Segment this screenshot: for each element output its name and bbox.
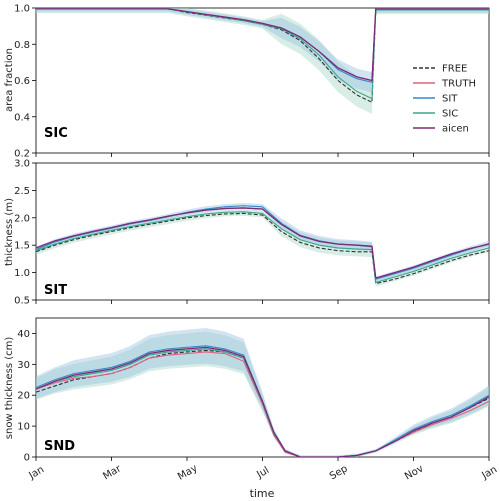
series-line-aicen-snd: [35, 346, 490, 458]
legend-label-sit: SIT: [442, 94, 458, 105]
y-tick-label: 30: [17, 360, 30, 371]
y-tick-label: 10: [17, 422, 30, 433]
y-tick-label: 1.0: [14, 268, 30, 279]
legend-label-truth: TRUTH: [441, 79, 476, 90]
series-line-free-sit: [35, 212, 490, 285]
legend-label-free: FREE: [442, 64, 467, 75]
y-tick-label: 40: [17, 329, 30, 340]
y-tick-label: 1.0: [14, 4, 30, 15]
y-axis-label-sic: area fraction: [4, 48, 15, 112]
x-tick-label: Jan: [26, 464, 46, 482]
y-axis-label-sit: thickness (m): [4, 198, 15, 266]
x-axis-label: time: [250, 487, 275, 500]
y-tick-label: 0: [24, 453, 30, 464]
panel-sic-frame: [35, 7, 490, 154]
band-sic-sit: [36, 207, 489, 287]
y-axis-label-sit-text: thickness (m): [4, 198, 15, 266]
panel-sit: 0.5 1.0 1.5 2.0 2.5 3.0 SIT thickness (m): [4, 159, 490, 307]
band-sit-sic: [36, 8, 489, 93]
y-tick-label: 2.0: [14, 213, 30, 224]
y-axis-label-snd: snow thickness (cm): [4, 337, 15, 440]
legend-label-sic: SIC: [442, 109, 458, 120]
x-tick-label: Sep: [328, 463, 350, 482]
x-tick-label: Jul: [254, 465, 271, 481]
x-tick-label: Nov: [403, 463, 425, 482]
y-tick-label: 20: [17, 391, 30, 402]
y-tick-label: 3.0: [14, 159, 30, 170]
legend-label-aicen: aicen: [442, 124, 469, 135]
series-line-truth-sic: [36, 8, 489, 82]
band-sic-snd: [36, 331, 489, 457]
panel-label-sic: SIC: [44, 126, 68, 141]
x-tick-label: May: [176, 463, 199, 483]
y-tick-label: 0.4: [14, 112, 30, 123]
panel-snd-frame: [35, 317, 490, 458]
series-line-aicen-sit: [35, 207, 490, 279]
panel-snd: 0 10 20 30 40 Jan Mar May Jul Sep Nov Jan SND snow…: [4, 317, 499, 483]
y-tick-label: 0.5: [14, 296, 30, 307]
series-line-aicen-sic: [36, 8, 489, 82]
y-tick-label: 2.5: [14, 186, 30, 197]
x-tick-label: Jan: [479, 464, 499, 482]
y-tick-label: 0.6: [14, 76, 30, 87]
panel-sic: 0.2 0.4 0.6 0.8 1.0 SIC area fraction FREE TR…: [4, 4, 490, 160]
series-line-sit-sic: [36, 8, 489, 84]
panel-label-sit: SIT: [44, 283, 67, 298]
y-tick-label: 0.8: [14, 40, 30, 51]
series-line-sic-sit: [35, 211, 490, 284]
x-tick-label: Mar: [101, 463, 124, 482]
legend: FREE TRUTH SIT SIC aicen: [413, 64, 476, 135]
y-tick-label: 0.2: [14, 149, 30, 160]
panel-label-snd: SND: [44, 439, 75, 454]
y-tick-label: 1.5: [14, 241, 30, 252]
band-sit-snd: [36, 328, 489, 457]
